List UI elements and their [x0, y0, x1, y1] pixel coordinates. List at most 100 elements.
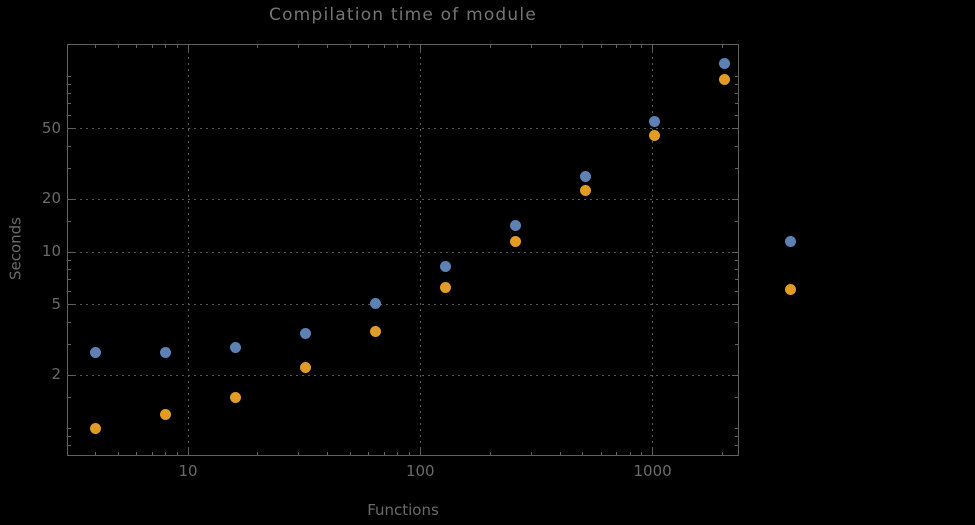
y-tick — [68, 304, 74, 306]
y-tick — [735, 278, 738, 280]
y-tick — [735, 92, 738, 94]
data-point-orange-series — [579, 184, 591, 196]
y-tick-label: 50 — [41, 118, 61, 137]
x-tick — [629, 452, 631, 455]
y-gridline — [68, 374, 738, 376]
x-tick-label: 1000 — [633, 462, 672, 480]
y-tick — [68, 259, 71, 261]
y-tick — [68, 435, 71, 437]
data-point-blue-series — [90, 346, 102, 358]
x-tick — [383, 45, 385, 48]
x-tick — [135, 452, 137, 455]
x-tick — [489, 452, 491, 455]
x-gridline — [652, 45, 654, 455]
y-tick — [68, 75, 71, 77]
data-point-blue-series — [299, 327, 311, 339]
data-point-orange-series — [649, 129, 661, 141]
y-tick — [735, 167, 738, 169]
y-tick — [732, 198, 738, 200]
x-tick — [419, 449, 421, 455]
data-point-blue-series — [649, 116, 661, 128]
data-point-blue-series — [719, 58, 731, 70]
x-tick — [629, 45, 631, 48]
x-tick — [641, 452, 643, 455]
data-point-orange-series — [369, 325, 381, 337]
x-tick — [419, 45, 421, 51]
x-axis-label: Functions — [367, 501, 439, 519]
legend-marker-blue — [784, 235, 796, 247]
x-tick — [176, 452, 178, 455]
y-tick — [735, 290, 738, 292]
y-tick — [735, 321, 738, 323]
data-point-orange-series — [509, 235, 521, 247]
y-tick — [68, 220, 71, 222]
y-gridline — [68, 304, 738, 306]
data-point-orange-series — [159, 408, 171, 420]
x-tick — [397, 45, 399, 48]
y-tick — [735, 75, 738, 77]
x-tick — [559, 45, 561, 48]
data-point-orange-series — [719, 73, 731, 85]
legend-marker-orange — [784, 283, 796, 295]
y-tick — [735, 145, 738, 147]
x-tick — [187, 45, 189, 51]
x-tick — [151, 45, 153, 48]
x-tick — [616, 45, 618, 48]
x-tick — [95, 45, 97, 48]
y-tick — [735, 220, 738, 222]
x-tick — [641, 45, 643, 48]
x-tick — [409, 45, 411, 48]
data-point-blue-series — [369, 297, 381, 309]
x-tick — [117, 45, 119, 48]
y-tick-label: 10 — [41, 242, 61, 260]
plot-frame — [67, 44, 739, 456]
y-tick — [735, 427, 738, 429]
x-tick — [349, 452, 351, 455]
x-tick — [257, 452, 259, 455]
x-tick — [187, 449, 189, 455]
data-point-blue-series — [439, 260, 451, 272]
x-tick — [164, 452, 166, 455]
x-tick — [298, 452, 300, 455]
y-tick — [68, 102, 71, 104]
x-tick — [600, 45, 602, 48]
y-tick — [732, 128, 738, 130]
y-tick — [732, 304, 738, 306]
x-tick — [298, 45, 300, 48]
data-point-blue-series — [159, 346, 171, 358]
data-point-orange-series — [229, 391, 241, 403]
x-tick — [722, 452, 724, 455]
y-tick — [68, 268, 71, 270]
y-tick — [68, 427, 71, 429]
y-tick — [68, 251, 74, 253]
y-tick — [68, 374, 74, 376]
x-tick-label: 100 — [405, 462, 435, 480]
y-tick — [68, 114, 71, 116]
y-tick — [68, 343, 71, 345]
y-tick — [735, 435, 738, 437]
y-tick — [735, 444, 738, 446]
x-tick — [164, 45, 166, 48]
x-tick — [530, 45, 532, 48]
y-tick — [68, 278, 71, 280]
y-tick — [68, 128, 74, 130]
y-tick-label: 2 — [51, 365, 61, 384]
y-tick — [68, 290, 71, 292]
y-tick — [68, 198, 74, 200]
x-tick — [117, 452, 119, 455]
y-tick — [735, 396, 738, 398]
y-tick — [735, 83, 738, 85]
data-point-orange-series — [299, 362, 311, 374]
y-tick — [732, 374, 738, 376]
y-tick — [68, 92, 71, 94]
x-tick — [327, 452, 329, 455]
y-tick — [68, 167, 71, 169]
x-tick — [530, 452, 532, 455]
data-point-orange-series — [439, 281, 451, 293]
x-tick — [600, 452, 602, 455]
y-tick — [735, 259, 738, 261]
x-tick — [397, 452, 399, 455]
x-tick — [349, 45, 351, 48]
y-tick — [68, 396, 71, 398]
